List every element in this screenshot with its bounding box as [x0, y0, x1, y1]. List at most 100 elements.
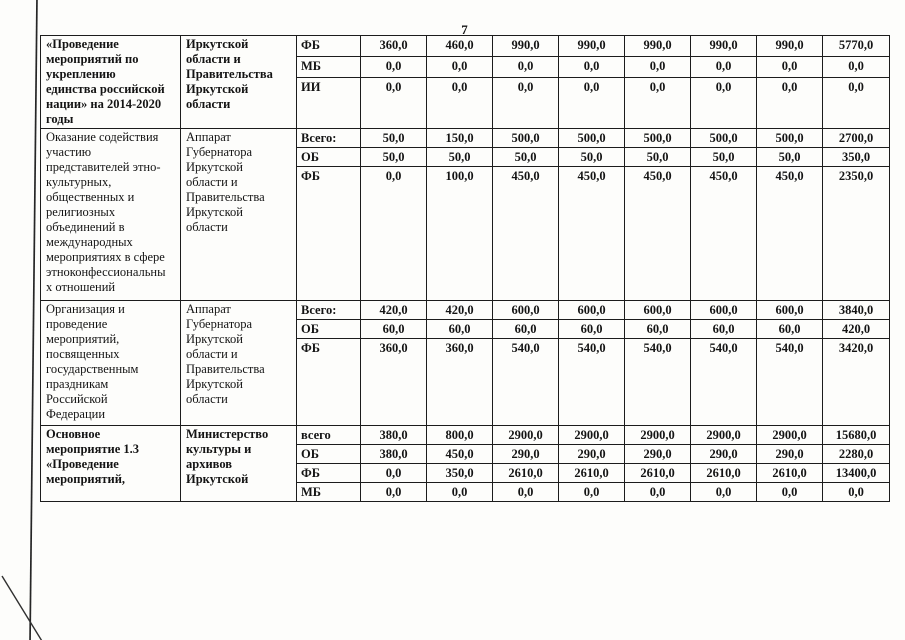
amount-cell: 0,0: [426, 77, 493, 129]
amount-cell: 420,0: [360, 300, 427, 320]
amount-cell: 15680,0: [822, 425, 890, 445]
amount-cell: 150,0: [426, 128, 493, 148]
funding-source-cell: ОБ: [296, 319, 361, 339]
amount-cell: 2610,0: [690, 463, 757, 483]
amount-cell: 0,0: [558, 56, 625, 79]
page-edge-line: [29, 0, 38, 640]
amount-cell: 0,0: [690, 77, 757, 129]
amount-cell: 2280,0: [822, 444, 890, 464]
amount-cell: 800,0: [426, 425, 493, 445]
amount-cell: 450,0: [426, 444, 493, 464]
amount-cell: 600,0: [756, 300, 823, 320]
amount-cell: 0,0: [756, 482, 823, 502]
funding-source-cell: ФБ: [296, 34, 361, 58]
funding-source-cell: ФБ: [296, 166, 361, 301]
amount-cell: 290,0: [492, 444, 559, 464]
amount-cell: 50,0: [426, 147, 493, 167]
amount-cell: 60,0: [558, 319, 625, 339]
executor-cell: Аппарат Губернатора Иркутской области и …: [180, 300, 297, 426]
amount-cell: 540,0: [624, 338, 691, 426]
executor-cell: Иркутской области и Правительства Иркутс…: [180, 35, 297, 129]
amount-cell: 60,0: [756, 319, 823, 339]
amount-cell: 0,0: [360, 56, 427, 79]
amount-cell: 50,0: [558, 147, 625, 167]
funding-source-cell: Всего:: [296, 128, 361, 148]
amount-cell: 2900,0: [624, 425, 691, 445]
amount-cell: 2350,0: [822, 166, 890, 301]
amount-cell: 0,0: [690, 56, 757, 79]
amount-cell: 360,0: [360, 338, 427, 426]
funding-source-cell: всего: [296, 425, 361, 445]
scan-crease-line: [1, 575, 43, 640]
amount-cell: 60,0: [492, 319, 559, 339]
amount-cell: 450,0: [558, 166, 625, 301]
amount-cell: 13400,0: [822, 463, 890, 483]
amount-cell: 450,0: [624, 166, 691, 301]
program-name-cell: Основное мероприятие 1.3 «Проведение мер…: [40, 425, 181, 502]
amount-cell: 500,0: [756, 128, 823, 148]
amount-cell: 500,0: [690, 128, 757, 148]
amount-cell: 2610,0: [558, 463, 625, 483]
amount-cell: 460,0: [426, 34, 493, 58]
amount-cell: 2900,0: [690, 425, 757, 445]
budget-row: ФБ 0,0 100,0 450,0 450,0 450,0 450,0 450,0 2350,…: [41, 166, 890, 301]
amount-cell: 3840,0: [822, 300, 890, 320]
funding-source-cell: МБ: [296, 56, 361, 79]
budget-row: МБ 0,0 0,0 0,0 0,0 0,0 0,0 0,0 0,0: [41, 56, 890, 79]
amount-cell: 0,0: [624, 77, 691, 129]
amount-cell: 0,0: [360, 166, 427, 301]
amount-cell: 60,0: [360, 319, 427, 339]
budget-row: Организация и проведение мероприятий, по…: [40, 300, 890, 426]
amount-cell: 540,0: [756, 338, 823, 426]
amount-cell: 5770,0: [822, 34, 890, 58]
amount-cell: 450,0: [756, 166, 823, 301]
amount-cell: 990,0: [624, 34, 691, 58]
amount-cell: 290,0: [558, 444, 625, 464]
amount-cell: 100,0: [426, 166, 493, 301]
amount-cell: 450,0: [690, 166, 757, 301]
funding-source-cell: ОБ: [296, 147, 361, 167]
amount-cell: 50,0: [492, 147, 559, 167]
amount-cell: 0,0: [756, 56, 823, 79]
amount-cell: 600,0: [492, 300, 559, 320]
amount-cell: 290,0: [690, 444, 757, 464]
amount-cell: 0,0: [558, 482, 625, 502]
program-name-cell: «Проведение мероприятий по укреплению ед…: [40, 35, 181, 129]
amount-cell: 0,0: [756, 77, 823, 129]
budget-row: ИИ 0,0 0,0 0,0 0,0 0,0 0,0 0,0 0,0: [41, 77, 890, 129]
amount-cell: 600,0: [558, 300, 625, 320]
amount-cell: 2610,0: [492, 463, 559, 483]
amount-cell: 500,0: [558, 128, 625, 148]
executor-cell: Министерство культуры и архивов Иркутско…: [180, 425, 297, 502]
amount-cell: 0,0: [690, 482, 757, 502]
amount-cell: 450,0: [492, 166, 559, 301]
budget-table-body: «Проведение мероприятий по укреплению ед…: [40, 34, 890, 502]
amount-cell: 0,0: [624, 56, 691, 79]
amount-cell: 990,0: [492, 34, 559, 58]
amount-cell: 50,0: [756, 147, 823, 167]
funding-source-cell: Всего:: [296, 300, 361, 320]
amount-cell: 0,0: [492, 77, 559, 129]
amount-cell: 0,0: [624, 482, 691, 502]
amount-cell: 2900,0: [558, 425, 625, 445]
amount-cell: 990,0: [558, 34, 625, 58]
budget-row: ОБ 50,0 50,0 50,0 50,0 50,0 50,0 50,0 350,0: [41, 147, 890, 167]
amount-cell: 3420,0: [822, 338, 890, 426]
amount-cell: 60,0: [690, 319, 757, 339]
amount-cell: 380,0: [360, 425, 427, 445]
amount-cell: 360,0: [426, 338, 493, 426]
budget-row: «Проведение мероприятий по укреплению ед…: [40, 34, 890, 129]
executor-cell: Аппарат Губернатора Иркутской области и …: [180, 128, 297, 301]
amount-cell: 50,0: [360, 147, 427, 167]
amount-cell: 420,0: [426, 300, 493, 320]
amount-cell: 0,0: [360, 482, 427, 502]
amount-cell: 2900,0: [492, 425, 559, 445]
funding-source-cell: ОБ: [296, 444, 361, 464]
budget-row: ОБ 380,0 450,0 290,0 290,0 290,0 290,0 290,0 228…: [41, 444, 890, 464]
amount-cell: 0,0: [360, 77, 427, 129]
amount-cell: 500,0: [492, 128, 559, 148]
amount-cell: 0,0: [822, 56, 890, 79]
budget-row: Оказание содействия участию представител…: [40, 128, 890, 301]
amount-cell: 0,0: [822, 482, 890, 502]
amount-cell: 540,0: [690, 338, 757, 426]
